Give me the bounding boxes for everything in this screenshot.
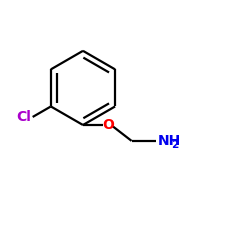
- Text: Cl: Cl: [16, 110, 32, 124]
- Text: O: O: [102, 118, 114, 132]
- Text: NH: NH: [158, 134, 181, 148]
- Text: 2: 2: [171, 140, 178, 149]
